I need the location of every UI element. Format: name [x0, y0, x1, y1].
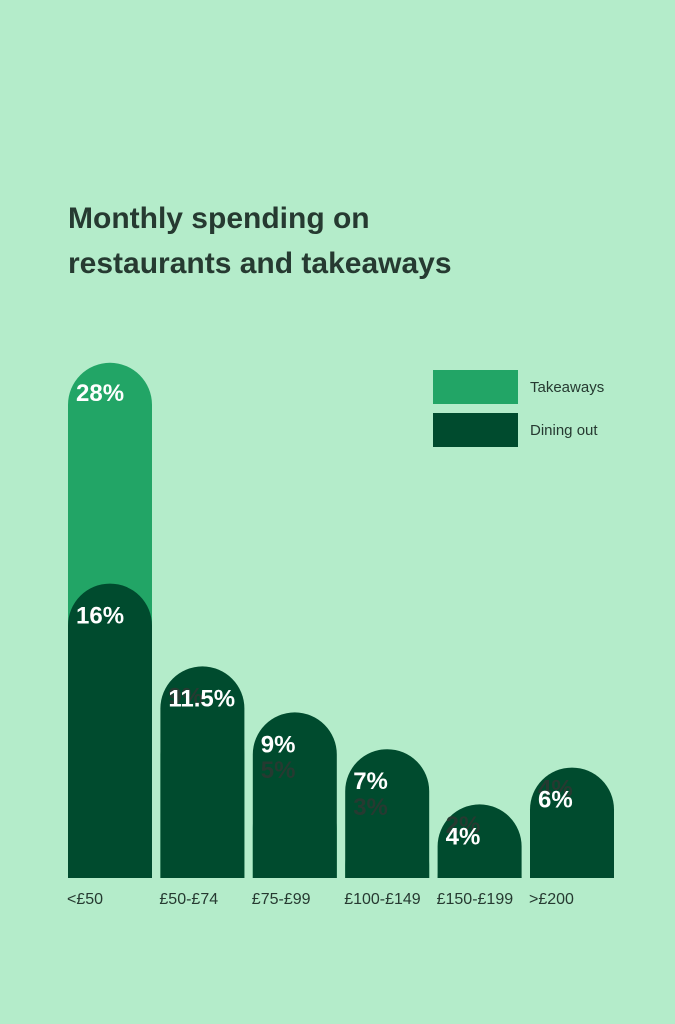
legend-label: Takeaways	[530, 379, 604, 396]
bar-group: 3%7% £100-£149	[344, 749, 430, 908]
bar-dining-out	[252, 712, 337, 878]
chart-title: Monthly spending on restaurants and take…	[68, 196, 628, 286]
value-label-dining-out: 7%	[353, 768, 388, 795]
bar-dining-out	[160, 666, 245, 878]
legend-swatch	[433, 413, 518, 447]
category-label: £100-£149	[344, 891, 421, 908]
chart-title-line-1: Monthly spending on	[68, 202, 370, 235]
value-label-dining-out: 9%	[261, 731, 296, 758]
chart-title-line-2: restaurants and takeaways	[68, 247, 452, 280]
bar-group: 9%11.5% £50-£74	[159, 666, 245, 908]
category-label: >£200	[529, 891, 574, 908]
value-label-takeaways: 4%	[538, 775, 573, 802]
value-label-takeaways: 2%	[446, 812, 481, 839]
category-label: £150-£199	[437, 891, 514, 908]
bar-dining-out	[68, 583, 152, 878]
bar-dining-out	[530, 767, 614, 878]
legend-swatch	[433, 370, 518, 404]
bar-group: 5%9% £75-£99	[252, 712, 337, 908]
value-label-takeaways: 9%	[168, 683, 203, 710]
value-label-takeaways: 5%	[261, 757, 296, 784]
bar-dining-out	[437, 804, 522, 878]
value-label-takeaways: 3%	[353, 794, 388, 821]
bar-group: 2%4% £150-£199	[437, 804, 522, 908]
value-label-dining-out: 4%	[446, 823, 481, 850]
bar-dining-out	[345, 749, 430, 878]
bar-group: 4%6% >£200	[529, 767, 614, 908]
value-label-takeaways: 28%	[76, 380, 124, 407]
category-label: <£50	[67, 891, 103, 908]
value-label-dining-out: 11.5%	[168, 685, 235, 712]
value-label-dining-out: 6%	[538, 787, 573, 814]
bar-group: 28% 16% <£50	[67, 362, 152, 908]
legend: Takeaways Dining out	[433, 370, 604, 447]
legend-label: Dining out	[530, 422, 598, 439]
value-label-dining-out: 16%	[76, 603, 124, 630]
category-label: £50-£74	[159, 891, 218, 908]
category-label: £75-£99	[252, 891, 311, 908]
